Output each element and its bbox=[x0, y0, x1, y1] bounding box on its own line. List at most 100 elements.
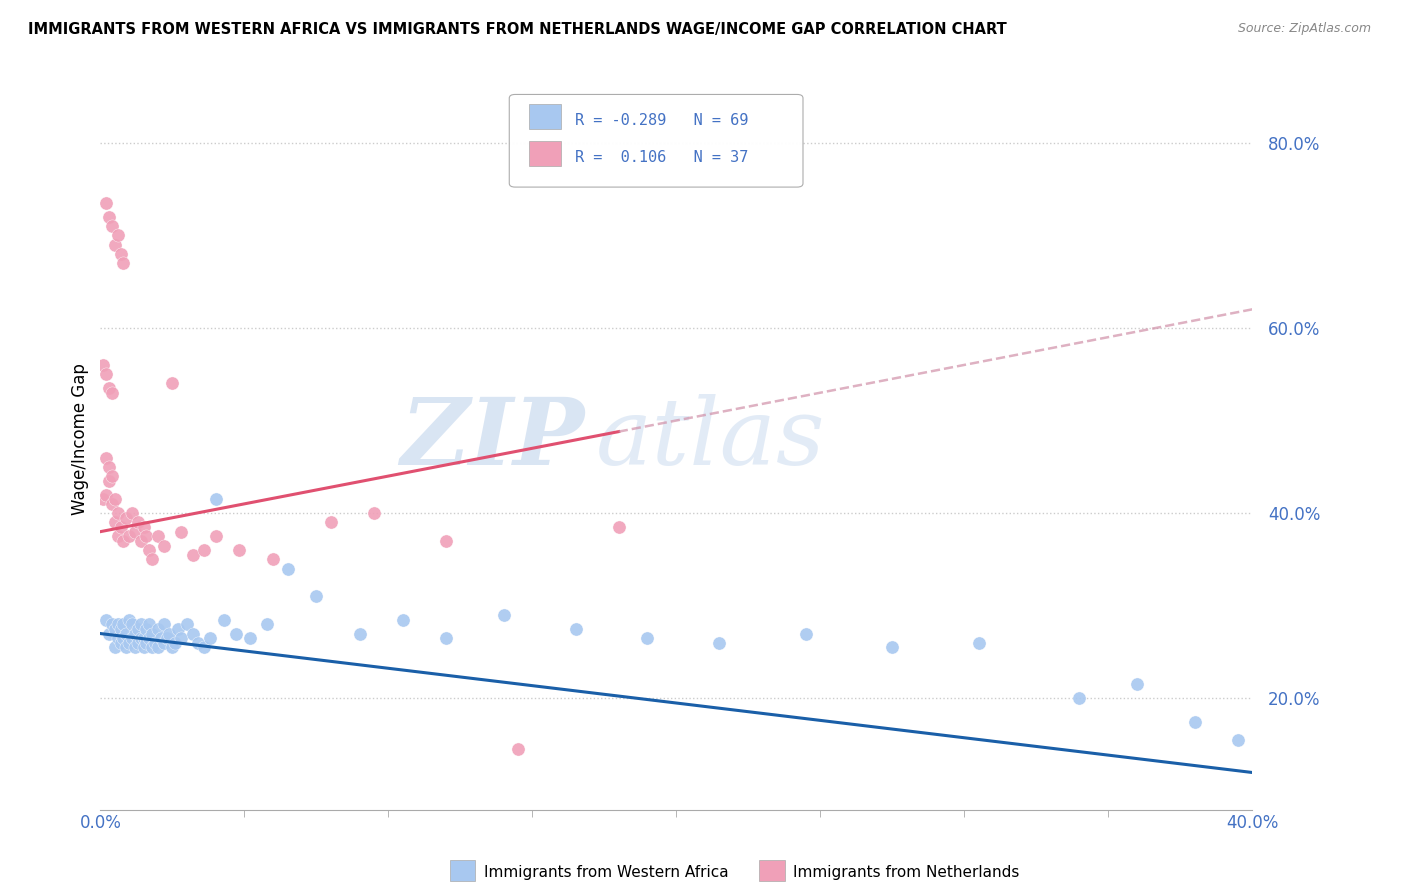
Point bbox=[149, 631, 172, 645]
Point bbox=[101, 497, 124, 511]
Point bbox=[167, 622, 190, 636]
Point bbox=[112, 617, 135, 632]
Point bbox=[277, 562, 299, 576]
Point bbox=[91, 492, 114, 507]
Point bbox=[138, 617, 160, 632]
Point bbox=[162, 376, 184, 391]
Point bbox=[127, 516, 149, 530]
Point bbox=[152, 539, 174, 553]
Point bbox=[118, 636, 141, 650]
Text: R =  0.106   N = 37: R = 0.106 N = 37 bbox=[575, 150, 748, 165]
Point bbox=[138, 631, 160, 645]
Point bbox=[121, 617, 143, 632]
Point bbox=[94, 450, 117, 465]
Point bbox=[129, 617, 152, 632]
Point bbox=[165, 636, 187, 650]
Point bbox=[239, 631, 262, 645]
Point bbox=[127, 636, 149, 650]
Point bbox=[882, 640, 904, 655]
Point bbox=[204, 492, 226, 507]
Point bbox=[104, 622, 127, 636]
Point bbox=[129, 533, 152, 548]
Point bbox=[107, 506, 129, 520]
Point bbox=[135, 529, 157, 543]
Point bbox=[98, 381, 121, 395]
Point bbox=[94, 195, 117, 210]
Point bbox=[637, 631, 659, 645]
Point bbox=[94, 487, 117, 501]
Point bbox=[256, 617, 278, 632]
Point bbox=[91, 358, 114, 372]
Point bbox=[107, 529, 129, 543]
Text: IMMIGRANTS FROM WESTERN AFRICA VS IMMIGRANTS FROM NETHERLANDS WAGE/INCOME GAP CO: IMMIGRANTS FROM WESTERN AFRICA VS IMMIGR… bbox=[28, 22, 1007, 37]
Point bbox=[124, 524, 146, 539]
Point bbox=[127, 622, 149, 636]
Point bbox=[98, 626, 121, 640]
Point bbox=[94, 367, 117, 381]
Point bbox=[1184, 714, 1206, 729]
Point bbox=[132, 631, 155, 645]
Point bbox=[101, 219, 124, 233]
Point bbox=[104, 492, 127, 507]
Point bbox=[349, 626, 371, 640]
Point bbox=[146, 529, 169, 543]
Point bbox=[132, 640, 155, 655]
Point bbox=[204, 529, 226, 543]
Point bbox=[305, 590, 328, 604]
Point bbox=[181, 548, 204, 562]
Point bbox=[112, 533, 135, 548]
Point bbox=[115, 626, 138, 640]
Point bbox=[104, 237, 127, 252]
Point bbox=[112, 256, 135, 270]
Text: Immigrants from Netherlands: Immigrants from Netherlands bbox=[793, 865, 1019, 880]
Point bbox=[607, 520, 630, 534]
Point bbox=[104, 516, 127, 530]
Text: Source: ZipAtlas.com: Source: ZipAtlas.com bbox=[1237, 22, 1371, 36]
Point bbox=[129, 631, 152, 645]
Point bbox=[110, 247, 132, 261]
Point bbox=[170, 631, 193, 645]
Point bbox=[98, 474, 121, 488]
Bar bbox=[529, 104, 561, 129]
Point bbox=[101, 385, 124, 400]
Point bbox=[193, 543, 215, 558]
Text: atlas: atlas bbox=[596, 394, 825, 484]
Point bbox=[262, 552, 284, 566]
Text: Immigrants from Western Africa: Immigrants from Western Africa bbox=[484, 865, 728, 880]
FancyBboxPatch shape bbox=[509, 95, 803, 187]
Bar bbox=[529, 142, 561, 166]
Point bbox=[170, 524, 193, 539]
Point bbox=[94, 613, 117, 627]
Point bbox=[152, 617, 174, 632]
Point bbox=[101, 617, 124, 632]
Point bbox=[107, 617, 129, 632]
Point bbox=[228, 543, 250, 558]
Point bbox=[143, 636, 166, 650]
Point bbox=[794, 626, 817, 640]
Point bbox=[1069, 691, 1091, 706]
Point bbox=[118, 613, 141, 627]
Point bbox=[319, 516, 342, 530]
Point bbox=[132, 520, 155, 534]
Point bbox=[141, 626, 163, 640]
Point bbox=[98, 459, 121, 474]
Point bbox=[101, 469, 124, 483]
Point bbox=[967, 636, 990, 650]
Point bbox=[564, 622, 586, 636]
Point bbox=[155, 631, 177, 645]
Point bbox=[118, 529, 141, 543]
Point bbox=[434, 533, 457, 548]
Point bbox=[110, 520, 132, 534]
Point bbox=[198, 631, 221, 645]
Point bbox=[162, 640, 184, 655]
Point bbox=[121, 631, 143, 645]
Point bbox=[1226, 733, 1249, 747]
Point bbox=[115, 640, 138, 655]
Point bbox=[363, 506, 385, 520]
Point bbox=[187, 636, 209, 650]
Point bbox=[135, 636, 157, 650]
Point bbox=[107, 228, 129, 243]
Point bbox=[104, 640, 127, 655]
Point bbox=[225, 626, 247, 640]
Point bbox=[146, 640, 169, 655]
